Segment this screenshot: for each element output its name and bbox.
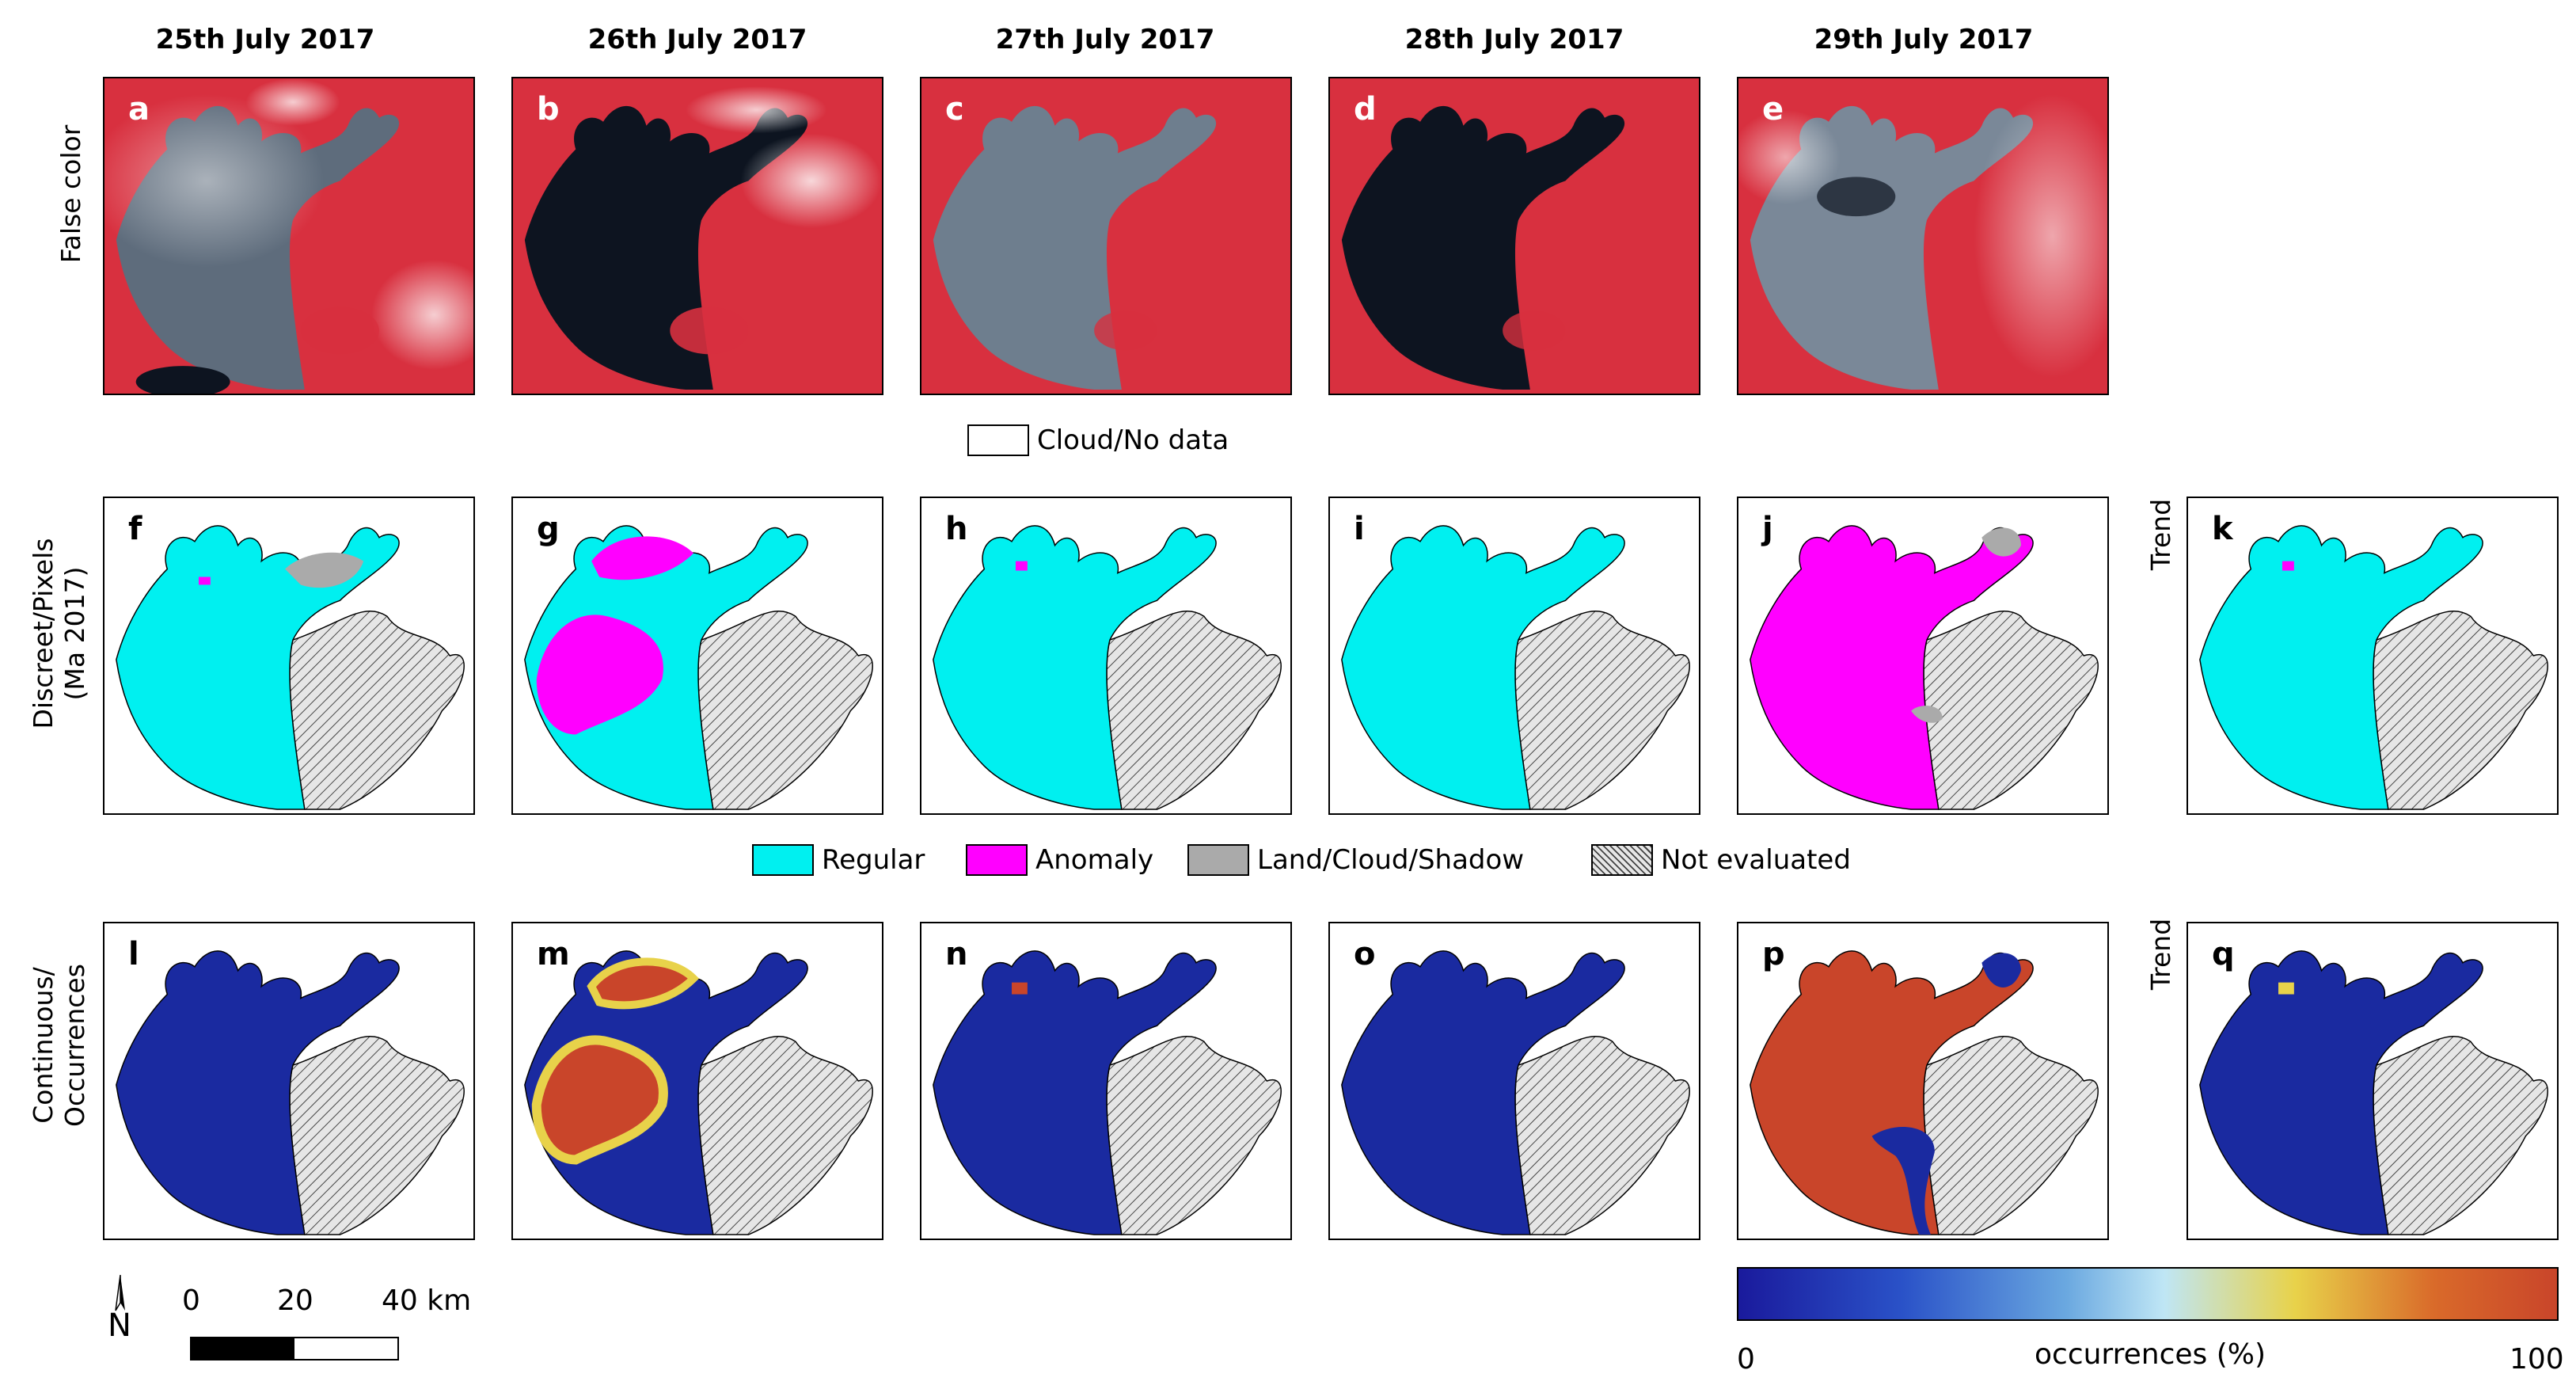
legend-label-not-evaluated: Not evaluated xyxy=(1661,844,1851,876)
north-arrow: N xyxy=(103,1271,142,1358)
continuous-panel-o: o xyxy=(1328,922,1700,1240)
legend-label-land: Land/Cloud/Shadow xyxy=(1257,844,1525,876)
discrete-panel-j: j xyxy=(1737,497,2109,815)
panel-label-l: l xyxy=(128,936,139,972)
row-label-continuous: Continuous/ Occurrences xyxy=(28,964,90,1127)
continuous-panel-q: q xyxy=(2187,922,2559,1240)
legend-not-evaluated: Not evaluated xyxy=(1591,844,1851,876)
date-header-2: 26th July 2017 xyxy=(587,24,807,55)
legend-swatch-not-evaluated xyxy=(1591,844,1653,876)
legend-label-cloud: Cloud/No data xyxy=(1037,424,1229,456)
row-label-false-color: False color xyxy=(55,124,86,264)
discrete-panel-i: i xyxy=(1328,497,1700,815)
continuous-map-o xyxy=(1341,950,1690,1235)
panel-label-i: i xyxy=(1354,511,1365,547)
false-color-panel-a: a xyxy=(103,77,475,395)
legend-swatch-regular xyxy=(752,844,814,876)
legend-cloud-no-data: Cloud/No data xyxy=(967,424,1229,456)
panel-label-f: f xyxy=(128,511,142,547)
date-header-5: 29th July 2017 xyxy=(1814,24,2034,55)
continuous-panel-l: l xyxy=(103,922,475,1240)
date-header-1: 25th July 2017 xyxy=(155,24,375,55)
colorbar-max-label: 100 xyxy=(2510,1343,2564,1376)
row-label-trend-discrete: Trend xyxy=(2145,498,2176,571)
continuous-map-n xyxy=(933,950,1282,1235)
panel-label-e: e xyxy=(1762,91,1784,127)
legend-swatch-cloud xyxy=(967,424,1029,456)
legend-label-anomaly: Anomaly xyxy=(1035,844,1154,876)
discrete-panel-k: k xyxy=(2187,497,2559,815)
discrete-panel-f: f xyxy=(103,497,475,815)
discrete-map-k xyxy=(2199,525,2548,810)
scale-bar-black-segment xyxy=(192,1338,294,1359)
legend-swatch-land xyxy=(1187,844,1249,876)
row-label-trend-continuous: Trend xyxy=(2145,918,2176,991)
scale-tick-20: 20 xyxy=(277,1284,313,1317)
discrete-map-f xyxy=(116,525,465,810)
discrete-panel-g: g xyxy=(511,497,883,815)
false-color-map-a xyxy=(104,78,473,394)
north-label: N xyxy=(108,1307,131,1344)
discrete-map-i xyxy=(1341,525,1690,810)
discrete-map-g xyxy=(524,525,873,810)
continuous-map-m xyxy=(524,950,873,1235)
panel-label-q: q xyxy=(2212,936,2235,972)
continuous-panel-n: n xyxy=(920,922,1292,1240)
colorbar-min-label: 0 xyxy=(1737,1343,1755,1376)
false-color-map-c xyxy=(921,78,1290,394)
date-header-4: 28th July 2017 xyxy=(1404,24,1624,55)
panel-label-d: d xyxy=(1354,91,1377,127)
panel-label-b: b xyxy=(537,91,560,127)
false-color-panel-b: b xyxy=(511,77,883,395)
discrete-panel-h: h xyxy=(920,497,1292,815)
panel-label-h: h xyxy=(945,511,968,547)
false-color-map-e xyxy=(1738,78,2107,394)
panel-label-a: a xyxy=(128,91,150,127)
legend-label-regular: Regular xyxy=(822,844,925,876)
legend-swatch-anomaly xyxy=(966,844,1028,876)
false-color-map-b xyxy=(513,78,882,394)
discrete-map-j xyxy=(1750,525,2099,810)
false-color-map-d xyxy=(1330,78,1699,394)
panel-label-g: g xyxy=(537,511,560,547)
colorbar-title: occurrences (%) xyxy=(2035,1338,2266,1371)
panel-label-n: n xyxy=(945,936,968,972)
continuous-map-q xyxy=(2199,950,2548,1235)
panel-label-o: o xyxy=(1354,936,1376,972)
scale-tick-0: 0 xyxy=(182,1284,200,1317)
continuous-panel-p: p xyxy=(1737,922,2109,1240)
scale-tick-40: 40 km xyxy=(382,1284,472,1317)
colorbar xyxy=(1737,1267,2559,1321)
discrete-map-h xyxy=(933,525,1282,810)
continuous-map-l xyxy=(116,950,465,1235)
continuous-panel-m: m xyxy=(511,922,883,1240)
legend-regular: Regular xyxy=(752,844,925,876)
row-label-discrete: Discreet/Pixels (Ma 2017) xyxy=(28,538,90,729)
date-header-3: 27th July 2017 xyxy=(995,24,1215,55)
panel-label-j: j xyxy=(1762,511,1773,547)
scale-bar-white-segment xyxy=(294,1338,397,1359)
north-arrow-icon xyxy=(115,1274,125,1311)
panel-label-p: p xyxy=(1762,936,1785,972)
panel-label-m: m xyxy=(537,936,570,972)
continuous-map-p xyxy=(1750,950,2099,1235)
scale-bar xyxy=(190,1337,399,1360)
panel-label-c: c xyxy=(945,91,964,127)
false-color-panel-e: e xyxy=(1737,77,2109,395)
panel-label-k: k xyxy=(2212,511,2233,547)
legend-land-cloud-shadow: Land/Cloud/Shadow xyxy=(1187,844,1524,876)
colorbar-gradient xyxy=(1738,1269,2557,1319)
legend-anomaly: Anomaly xyxy=(966,844,1153,876)
false-color-panel-c: c xyxy=(920,77,1292,395)
false-color-panel-d: d xyxy=(1328,77,1700,395)
